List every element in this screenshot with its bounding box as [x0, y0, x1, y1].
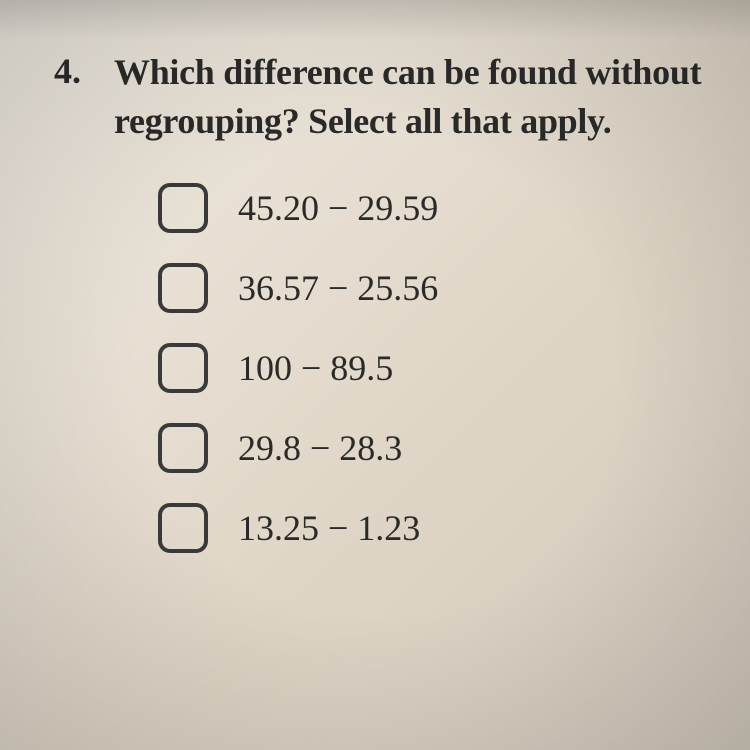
option-expression: 13.25 − 1.23 [238, 507, 420, 549]
worksheet-page: 4. Which difference can be found without… [0, 0, 750, 553]
question-header: 4. Which difference can be found without… [54, 48, 730, 145]
option-row: 13.25 − 1.23 [158, 503, 730, 553]
option-expression: 36.57 − 25.56 [238, 267, 438, 309]
checkbox-icon[interactable] [158, 263, 208, 313]
option-row: 36.57 − 25.56 [158, 263, 730, 313]
checkbox-icon[interactable] [158, 423, 208, 473]
checkbox-icon[interactable] [158, 183, 208, 233]
option-row: 29.8 − 28.3 [158, 423, 730, 473]
question-line-2: regrouping? Select all that apply. [114, 101, 612, 141]
question-number: 4. [54, 48, 90, 95]
options-list: 45.20 − 29.59 36.57 − 25.56 100 − 89.5 2… [158, 183, 730, 553]
option-expression: 45.20 − 29.59 [238, 187, 438, 229]
question-text: Which difference can be found without re… [114, 48, 701, 145]
checkbox-icon[interactable] [158, 503, 208, 553]
option-row: 100 − 89.5 [158, 343, 730, 393]
question-line-1: Which difference can be found without [114, 52, 701, 92]
option-expression: 29.8 − 28.3 [238, 427, 402, 469]
checkbox-icon[interactable] [158, 343, 208, 393]
option-expression: 100 − 89.5 [238, 347, 393, 389]
option-row: 45.20 − 29.59 [158, 183, 730, 233]
